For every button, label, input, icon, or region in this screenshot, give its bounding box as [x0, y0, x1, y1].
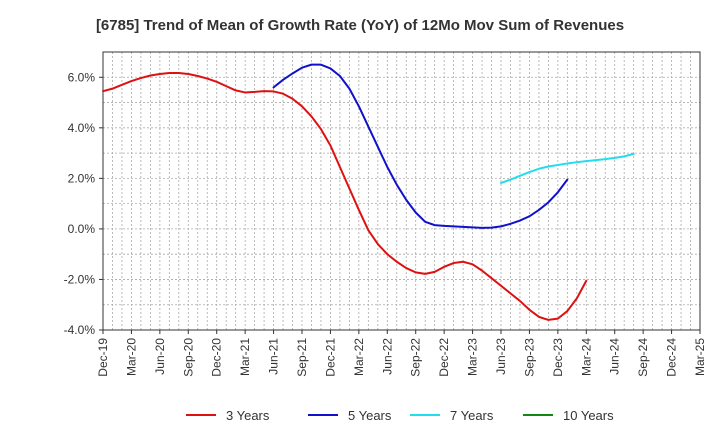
plot-frame	[102, 51, 701, 331]
x-tick-label: Sep-20	[181, 338, 195, 377]
x-tick-label: Jun-21	[267, 338, 281, 375]
y-tick-label: 4.0%	[68, 121, 96, 135]
y-tick-label: 6.0%	[68, 70, 96, 84]
series-line-3-years	[102, 71, 588, 321]
x-tick-label: Mar-20	[124, 338, 138, 376]
x-tick-label: Sep-21	[295, 338, 309, 377]
y-tick-label: -2.0%	[64, 272, 96, 286]
x-tick-label: Sep-22	[409, 338, 423, 377]
legend-label: 5 Years	[348, 408, 392, 423]
legend: 3 Years 5 Years 7 Years 10 Years	[186, 408, 614, 423]
legend-label: 7 Years	[450, 408, 494, 423]
x-tick-label: Dec-19	[96, 338, 110, 377]
legend-label: 3 Years	[226, 408, 270, 423]
x-tick-label: Mar-25	[693, 338, 707, 376]
x-tick-label: Mar-21	[238, 338, 252, 376]
x-tick-label: Jun-22	[380, 338, 394, 375]
series-lines	[102, 63, 635, 321]
axes: -4.0% -2.0% 0.0% 2.0% 4.0% 6.0% Dec-19 Mar-20 Ju…	[64, 51, 707, 377]
legend-label: 10 Years	[563, 408, 614, 423]
x-tick-label: Mar-24	[579, 338, 593, 376]
chart-title: [6785] Trend of Mean of Growth Rate (YoY…	[96, 17, 624, 34]
y-tick-label: 2.0%	[68, 171, 96, 185]
x-tick-label: Dec-22	[437, 338, 451, 377]
x-tick-label: Jun-24	[608, 338, 622, 375]
x-tick-label: Jun-20	[153, 338, 167, 375]
x-tick-label: Sep-24	[636, 338, 650, 377]
x-tick-label: Dec-24	[665, 338, 679, 377]
x-tick-label: Dec-21	[323, 338, 337, 377]
x-tick-label: Mar-23	[466, 338, 480, 376]
y-tick-label: -4.0%	[64, 323, 96, 337]
x-tick-label: Sep-23	[522, 338, 536, 377]
series-line-7-years	[500, 152, 635, 184]
x-tick-label: Dec-20	[210, 338, 224, 377]
x-tick-label: Jun-23	[494, 338, 508, 375]
x-tick-label: Mar-22	[352, 338, 366, 376]
series-line-5-years	[272, 63, 569, 229]
x-tick-label: Dec-23	[551, 338, 565, 377]
y-tick-label: 0.0%	[68, 222, 96, 236]
